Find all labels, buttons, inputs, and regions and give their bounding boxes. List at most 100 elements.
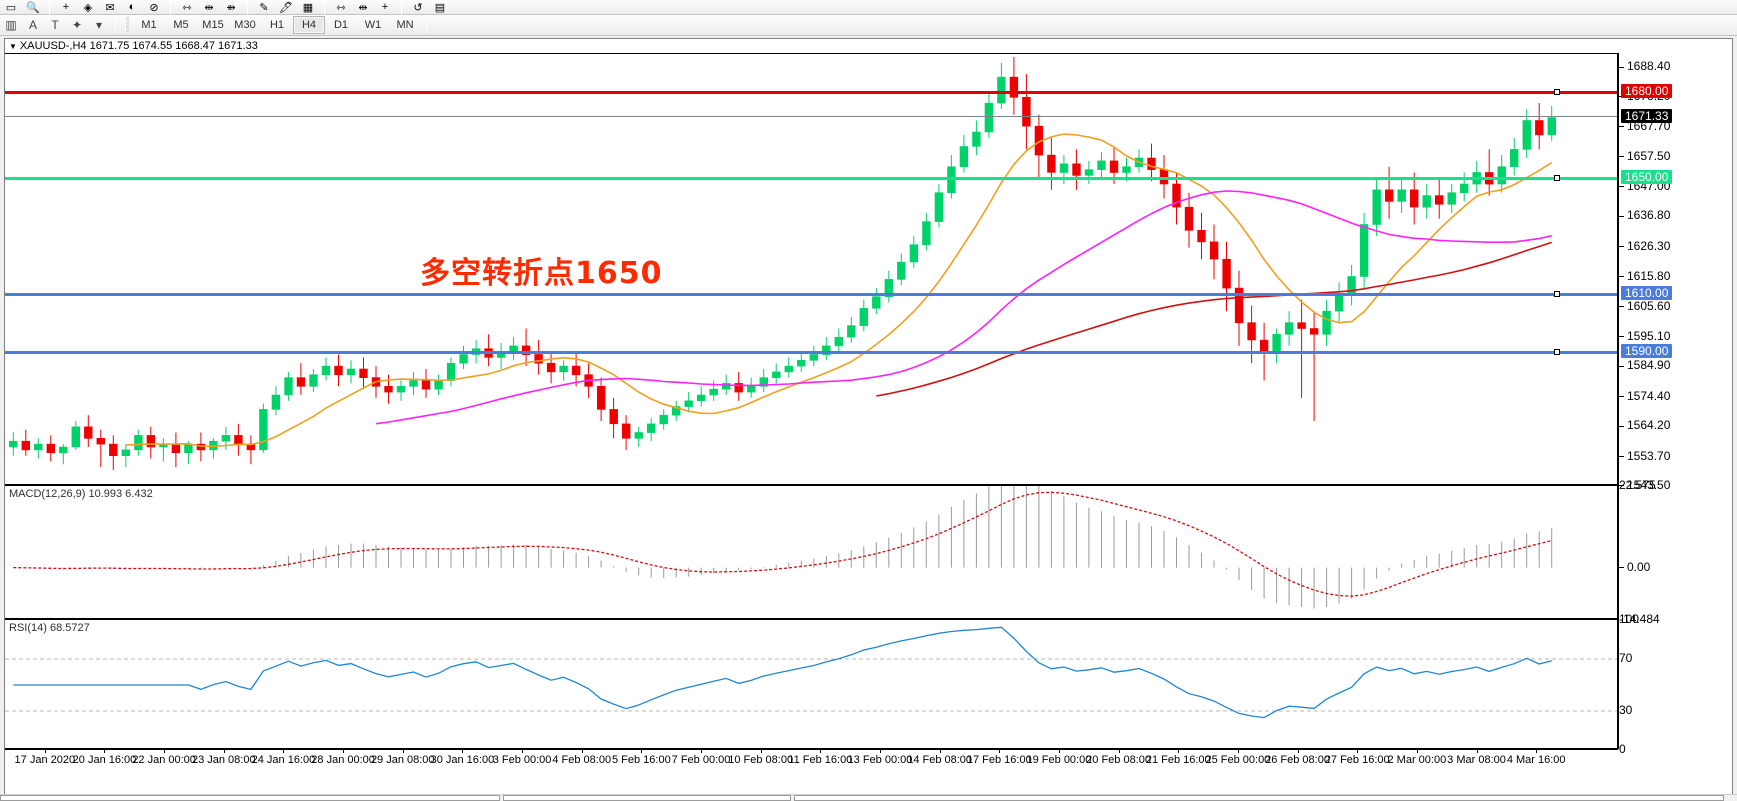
- horizontal-line-icon[interactable]: ⇹: [198, 0, 220, 17]
- rsi-pane[interactable]: RSI(14) 68.5727: [5, 619, 1618, 749]
- chart-annotation: 多空转折点1650: [420, 256, 663, 291]
- indicator-window-icon-glyph: ▤: [434, 1, 446, 14]
- price-tick: 1584.90: [1619, 359, 1670, 371]
- timeframe-mn[interactable]: MN: [396, 19, 414, 31]
- price-tick-label: 1543.50: [1627, 478, 1671, 492]
- text-object-icon-glyph: T: [51, 18, 59, 32]
- time-mark: [462, 750, 464, 753]
- measure-icon[interactable]: ⇹: [352, 0, 374, 17]
- mailbox-icon[interactable]: ✉: [99, 0, 121, 17]
- grid-icon[interactable]: ▦: [297, 0, 319, 17]
- macd-tick-label: 22.575: [1619, 478, 1656, 492]
- time-tick-label: 30 Jan 16:00: [430, 754, 495, 766]
- timeframe-m30[interactable]: M30: [234, 19, 256, 31]
- price-tick: 1636.80: [1619, 208, 1671, 223]
- timeframe-m5[interactable]: M5: [173, 19, 189, 31]
- price-tick-label: 1615.80: [1627, 269, 1671, 284]
- price-tag-1650-00[interactable]: 1650.00: [1621, 170, 1673, 185]
- add-green-icon[interactable]: +: [374, 0, 396, 17]
- time-tick-label: 7 Feb 00:00: [671, 754, 731, 766]
- expert-advisor-icon-glyph: ◈: [83, 1, 93, 14]
- time-mark: [223, 750, 225, 753]
- text-label-icon[interactable]: A: [22, 16, 44, 35]
- text-object-icon[interactable]: T: [44, 16, 66, 35]
- price-scale[interactable]: 1688.401678.201667.701657.501647.001636.…: [1618, 53, 1732, 755]
- time-mark: [164, 750, 166, 753]
- status-bar: [0, 794, 1737, 801]
- main-toolbar: ▭ 🔍 + ◈ ✉ ◐ ⊘ ⇿ ⇹ ⇻ ✎ 🖊 ▦ ⇿ ⇹ + ↺ ▤: [0, 0, 1737, 15]
- toolbar-grip[interactable]: [125, 17, 129, 33]
- price-tick-label: 1688.40: [1627, 59, 1671, 74]
- price-tick-label: 1636.80: [1627, 208, 1671, 223]
- measure-icon-glyph: ⇹: [358, 1, 368, 14]
- rsi-tick: 70: [1619, 652, 1632, 664]
- price-tick-label: 1564.20: [1627, 418, 1671, 433]
- indicator-window-icon[interactable]: ▤: [429, 0, 451, 17]
- new-chart-icon-glyph: ▭: [5, 1, 17, 14]
- time-mark: [283, 750, 285, 753]
- add-indicator-icon-glyph: +: [62, 1, 70, 13]
- drawings-icon[interactable]: ✦: [66, 16, 88, 35]
- dropdown-arrow-icon[interactable]: ▾: [88, 16, 110, 35]
- price-tick: 1657.50: [1619, 150, 1670, 162]
- time-tick-label: 29 Jan 08:00: [370, 754, 435, 766]
- autotrading-icon[interactable]: ◐: [121, 0, 143, 17]
- time-mark: [1416, 750, 1418, 753]
- price-tag-1590-00[interactable]: 1590.00: [1621, 343, 1673, 358]
- price-pane[interactable]: 多空转折点1650: [5, 53, 1618, 485]
- time-tick-label: 3 Mar 08:00: [1447, 754, 1506, 766]
- time-tick-label: 17 Feb 16:00: [966, 754, 1032, 766]
- timeframe-m15[interactable]: M15: [202, 19, 224, 31]
- price-tick: 1667.70: [1619, 120, 1670, 132]
- crosshair-icon[interactable]: ⇿: [176, 0, 198, 17]
- time-tick-label: 25 Feb 00:00: [1205, 754, 1271, 766]
- horizontal-line-icon-glyph: ⇹: [204, 1, 214, 14]
- timeframe-buttons: M1 M5 M15 M30 H1 H4 D1 W1 MN: [133, 15, 421, 35]
- trendline-icon[interactable]: ⇻: [220, 0, 242, 17]
- time-mark: [343, 750, 345, 753]
- price-candles: [9, 56, 1557, 471]
- new-chart-icon[interactable]: ▭: [0, 0, 22, 17]
- timeframe-w1[interactable]: W1: [364, 19, 382, 31]
- autotrading-icon-glyph: ◐: [128, 1, 136, 13]
- time-tick-label: 23 Jan 08:00: [191, 754, 256, 766]
- bar-chart-icon[interactable]: ▥: [0, 16, 22, 35]
- price-tag-1610-00[interactable]: 1610.00: [1621, 285, 1673, 300]
- pencil-icon[interactable]: ✎: [253, 0, 275, 17]
- refresh-icon[interactable]: ↺: [407, 0, 429, 17]
- timeframe-m1[interactable]: M1: [141, 19, 157, 31]
- time-tick-label: 19 Feb 00:00: [1026, 754, 1092, 766]
- price-tag-1671-33[interactable]: 1671.33: [1621, 108, 1673, 123]
- time-mark: [581, 750, 583, 753]
- time-tick-label: 17 Jan 2020: [14, 754, 76, 766]
- rsi-tick-label: 0: [1619, 742, 1626, 756]
- price-tick: 1605.60: [1619, 300, 1670, 312]
- macd-pane[interactable]: MACD(12,26,9) 10.993 6.432: [5, 485, 1618, 619]
- toolbar-separator: [324, 0, 325, 15]
- rsi-pane-border: [1617, 620, 1618, 748]
- price-tag-1680-00[interactable]: 1680.00: [1621, 83, 1673, 98]
- search-icon[interactable]: 🔍: [22, 0, 44, 17]
- toolbar-separator: [247, 0, 248, 15]
- price-tick: 1688.40: [1619, 59, 1671, 74]
- chart-window[interactable]: ▼ XAUUSD-,H4 1671.75 1674.55 1668.47 167…: [4, 38, 1733, 796]
- macd-tick-label: -14.484: [1619, 612, 1660, 626]
- stop-icon[interactable]: ⊘: [143, 0, 165, 17]
- time-mark: [522, 750, 524, 753]
- expert-advisor-icon[interactable]: ◈: [77, 0, 99, 17]
- time-mark: [641, 750, 643, 753]
- bar-chart-icon-glyph: ▥: [5, 18, 17, 32]
- timeframe-h4[interactable]: H4: [293, 16, 325, 34]
- fib-icon[interactable]: ⇿: [330, 0, 352, 17]
- highlighter-icon[interactable]: 🖊: [275, 0, 297, 17]
- timeframe-h1[interactable]: H1: [269, 19, 285, 31]
- add-indicator-icon[interactable]: +: [55, 0, 77, 17]
- time-mark: [1357, 750, 1359, 753]
- price-tick: 1595.10: [1619, 330, 1670, 342]
- chart-menu-caret-icon[interactable]: ▼: [9, 41, 17, 51]
- mailbox-icon-glyph: ✉: [105, 1, 115, 14]
- macd-tick-label: 0.00: [1627, 559, 1651, 574]
- objects-toolbar: ▥ A T ✦ ▾ M1 M5 M15 M30 H1 H4 D1 W1 MN: [0, 15, 1737, 36]
- time-mark: [760, 750, 762, 753]
- timeframe-d1[interactable]: D1: [333, 19, 349, 31]
